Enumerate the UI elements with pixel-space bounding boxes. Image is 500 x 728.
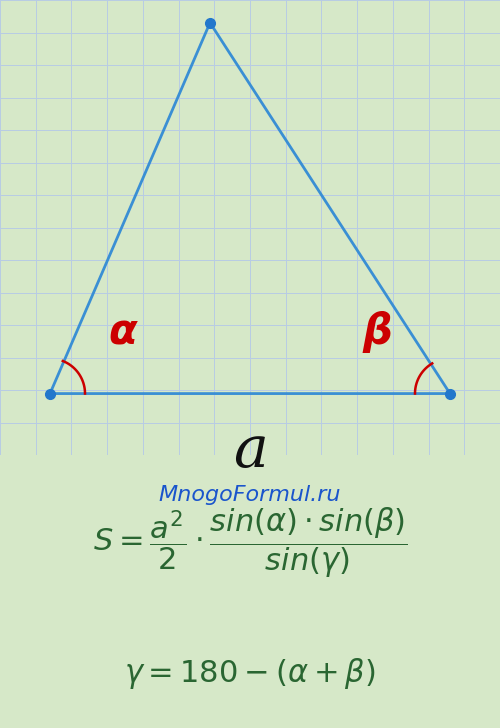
Text: MnogoFormul.ru: MnogoFormul.ru [159,485,341,505]
Text: α: α [108,312,137,353]
Text: a: a [232,423,268,480]
Text: β: β [362,312,392,353]
Text: $\gamma = 180 - (\alpha + \beta)$: $\gamma = 180 - (\alpha + \beta)$ [124,656,376,691]
Text: $S = \dfrac{a^2}{2} \cdot \dfrac{sin(\alpha) \cdot sin(\beta)}{sin(\gamma)}$: $S = \dfrac{a^2}{2} \cdot \dfrac{sin(\al… [92,505,407,579]
